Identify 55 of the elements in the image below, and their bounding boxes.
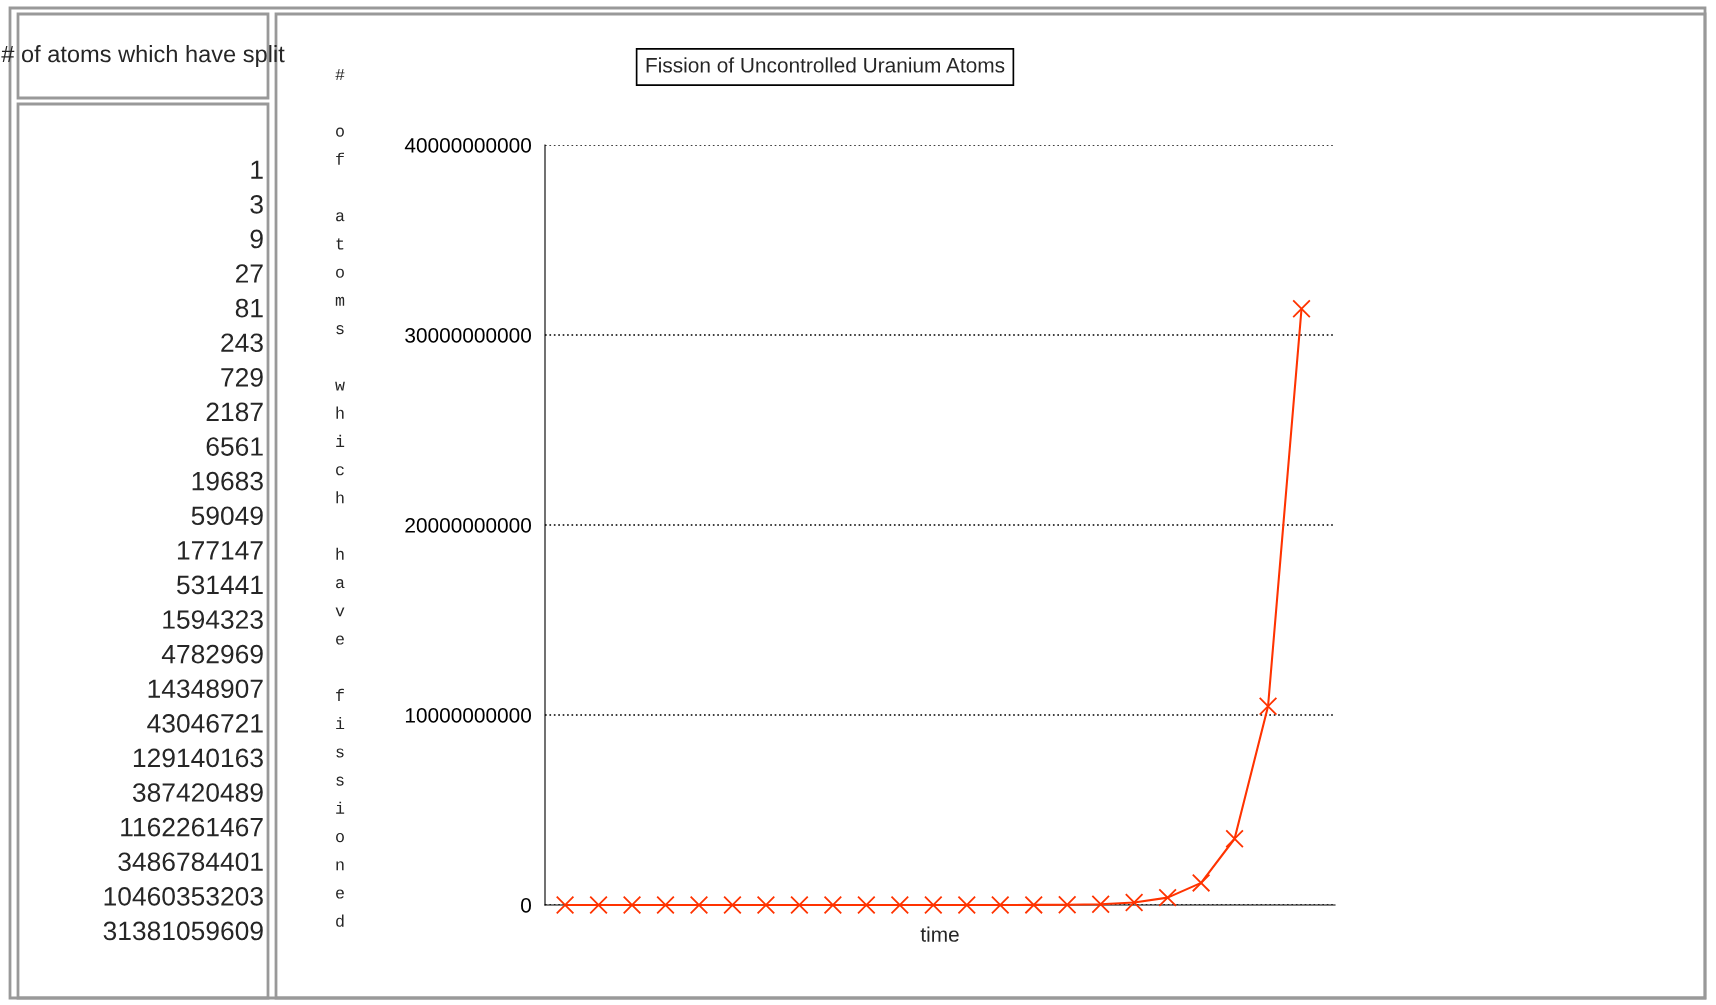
text: 4782969 <box>161 644 263 664</box>
text: 59049 <box>191 506 263 526</box>
chart-title: Fission of Uncontrolled Uranium Atoms <box>646 57 1005 73</box>
text: 177147 <box>177 541 263 560</box>
text: 1594323 <box>163 610 263 629</box>
point <box>857 895 876 915</box>
text: 1 <box>251 160 263 179</box>
point <box>790 895 809 915</box>
y-tick-label: 40000000000 <box>404 138 531 153</box>
y-tick-label: 0 <box>521 898 531 913</box>
point <box>589 895 608 915</box>
text: 129140163 <box>133 748 263 768</box>
text: 43046721 <box>147 714 263 733</box>
text: 387420489 <box>132 783 263 802</box>
point <box>622 895 642 915</box>
point <box>823 895 843 915</box>
point <box>555 895 575 915</box>
text: 31381059609 <box>103 921 263 941</box>
text: 9 <box>250 229 263 249</box>
point <box>1124 893 1144 912</box>
text: 729 <box>221 368 263 387</box>
text: 6561 <box>206 437 263 456</box>
text: 3486784401 <box>118 852 263 872</box>
text: # of atoms which have split <box>1 45 285 68</box>
point <box>1258 697 1278 716</box>
text: 81 <box>235 298 263 318</box>
text: # of atoms which have fissioned <box>335 69 345 927</box>
y-tick-label: 10000000000 <box>405 708 531 723</box>
point <box>689 895 709 915</box>
text: 2187 <box>206 402 263 422</box>
point <box>723 895 742 915</box>
point <box>1158 888 1177 907</box>
x-axis-title: time <box>920 926 959 942</box>
point <box>924 895 943 915</box>
text: 531441 <box>177 575 263 595</box>
text: 14348907 <box>148 679 263 699</box>
point <box>1091 894 1110 914</box>
point <box>756 895 776 915</box>
text: 27 <box>235 264 263 283</box>
point <box>1191 873 1211 893</box>
text: 19683 <box>192 471 263 491</box>
point <box>1292 299 1311 318</box>
text: 243 <box>221 333 263 353</box>
point <box>1225 829 1244 848</box>
text: 3 <box>250 195 263 214</box>
text: 1162261467 <box>121 817 263 837</box>
point <box>957 895 977 915</box>
point <box>1024 895 1043 915</box>
y-tick-label: 30000000000 <box>405 328 531 343</box>
point <box>1057 895 1077 914</box>
point <box>656 895 675 915</box>
text: 10460353203 <box>104 887 263 906</box>
point <box>890 895 910 915</box>
y-tick-label: 20000000000 <box>405 518 531 533</box>
point <box>991 895 1010 915</box>
